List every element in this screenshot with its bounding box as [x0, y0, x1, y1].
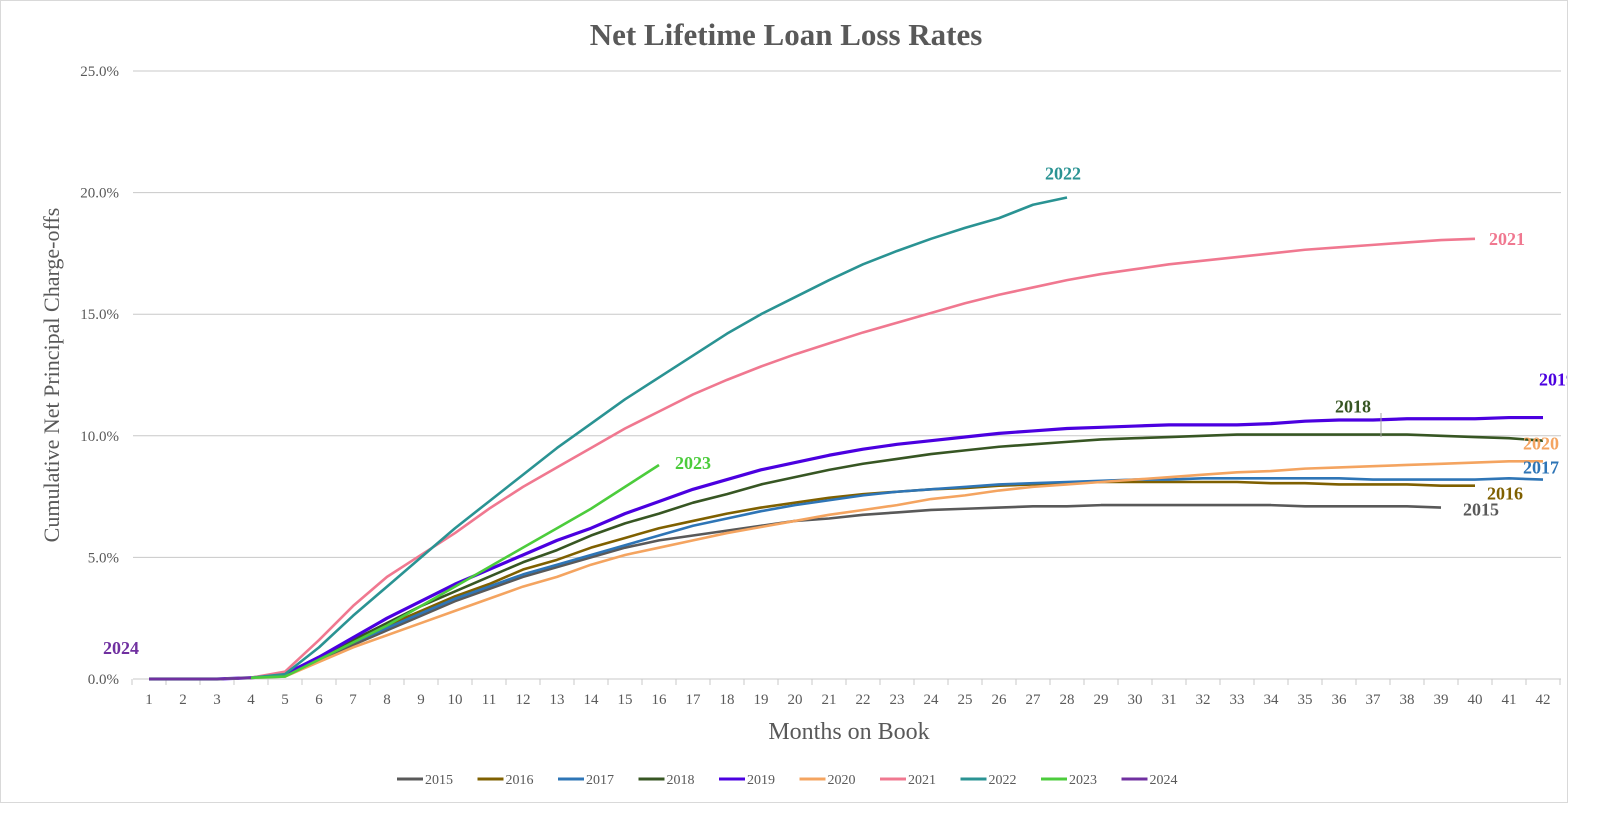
y-tick-label: 5.0% — [88, 550, 119, 566]
x-tick-label: 7 — [349, 692, 357, 708]
series-label-2016: 2016 — [1487, 484, 1523, 504]
x-tick-label: 24 — [924, 692, 940, 708]
legend-label-2016: 2016 — [506, 773, 534, 788]
x-tick-label: 3 — [213, 692, 221, 708]
legend-label-2023: 2023 — [1069, 773, 1097, 788]
y-tick-label: 25.0% — [80, 64, 119, 80]
legend-label-2019: 2019 — [747, 773, 775, 788]
x-tick-label: 16 — [652, 692, 668, 708]
x-tick-label: 42 — [1536, 692, 1551, 708]
legend-label-2024: 2024 — [1150, 773, 1178, 788]
series-line-2020 — [149, 460, 1543, 681]
series-line-2017 — [149, 477, 1544, 681]
x-tick-label: 37 — [1366, 692, 1382, 708]
x-tick-label: 19 — [754, 692, 769, 708]
x-tick-label: 25 — [958, 692, 973, 708]
x-tick-label: 2 — [179, 692, 187, 708]
x-tick-label: 4 — [247, 692, 255, 708]
x-tick-label: 23 — [890, 692, 905, 708]
x-tick-label: 21 — [822, 692, 837, 708]
x-tick-label: 32 — [1196, 692, 1211, 708]
x-tick-label: 41 — [1502, 692, 1517, 708]
x-tick-label: 26 — [992, 692, 1008, 708]
y-tick-label: 10.0% — [80, 429, 119, 445]
x-tick-label: 34 — [1264, 692, 1280, 708]
legend-label-2017: 2017 — [586, 773, 614, 788]
x-tick-label: 29 — [1094, 692, 1109, 708]
x-tick-label: 28 — [1060, 692, 1075, 708]
x-tick-label: 18 — [720, 692, 735, 708]
series-label-2019: 2019 — [1539, 370, 1567, 390]
series-label-2024: 2024 — [103, 638, 139, 658]
line-chart: Net Lifetime Loan Loss Rates 0.0% 5.0% 10.… — [39, 17, 1575, 788]
x-tick-label: 33 — [1230, 692, 1245, 708]
x-tick-label: 38 — [1400, 692, 1415, 708]
x-tick-label: 22 — [856, 692, 871, 708]
legend-label-2015: 2015 — [425, 773, 453, 788]
series-label-2022: 2022 — [1045, 163, 1081, 183]
legend-label-2022: 2022 — [989, 773, 1017, 788]
series-line-2019 — [149, 415, 1543, 681]
x-tick-label: 5 — [281, 692, 289, 708]
y-tick-label: 20.0% — [80, 186, 119, 202]
series-label-2018: 2018 — [1335, 397, 1371, 417]
x-tick-label: 35 — [1298, 692, 1313, 708]
y-axis-label: Cumulative Net Principal Charge-offs — [39, 208, 64, 543]
x-tick-label: 8 — [383, 692, 391, 708]
x-tick-label: 10 — [448, 692, 463, 708]
x-tick-label: 17 — [686, 692, 702, 708]
x-tick-label: 9 — [417, 692, 425, 708]
series-label-2023: 2023 — [675, 453, 711, 473]
x-tick-label: 12 — [516, 692, 531, 708]
x-tick-label: 14 — [584, 692, 600, 708]
series-label-2020: 2020 — [1523, 433, 1559, 453]
chart-area: Net Lifetime Loan Loss Rates 0.0% 5.0% 10.… — [0, 0, 1575, 803]
legend-label-2018: 2018 — [667, 773, 695, 788]
series-label-2021: 2021 — [1489, 229, 1525, 249]
x-tick-label: 13 — [550, 692, 565, 708]
chart-title: Net Lifetime Loan Loss Rates — [590, 17, 983, 52]
x-tick-label: 15 — [618, 692, 633, 708]
x-tick-label: 39 — [1434, 692, 1449, 708]
series-line-2022 — [149, 196, 1068, 681]
y-tick-label: 0.0% — [88, 672, 119, 688]
series-label-2017: 2017 — [1523, 458, 1559, 478]
series-line-2018 — [149, 433, 1544, 681]
series-label-2015: 2015 — [1463, 500, 1499, 520]
x-tick-label: 36 — [1332, 692, 1348, 708]
legend-label-2021: 2021 — [908, 773, 936, 788]
x-tick-label: 27 — [1026, 692, 1042, 708]
x-tick-label: 20 — [788, 692, 803, 708]
x-tick-label: 11 — [482, 692, 496, 708]
series-line-2021 — [149, 237, 1476, 681]
x-tick-label: 1 — [145, 692, 153, 708]
x-axis-label: Months on Book — [768, 719, 929, 745]
x-tick-label: 31 — [1162, 692, 1177, 708]
x-tick-label: 6 — [315, 692, 323, 708]
x-tick-label: 30 — [1128, 692, 1143, 708]
series-line-2024 — [149, 676, 252, 681]
y-tick-label: 15.0% — [80, 307, 119, 323]
x-tick-label: 40 — [1468, 692, 1483, 708]
legend-label-2020: 2020 — [828, 773, 856, 788]
